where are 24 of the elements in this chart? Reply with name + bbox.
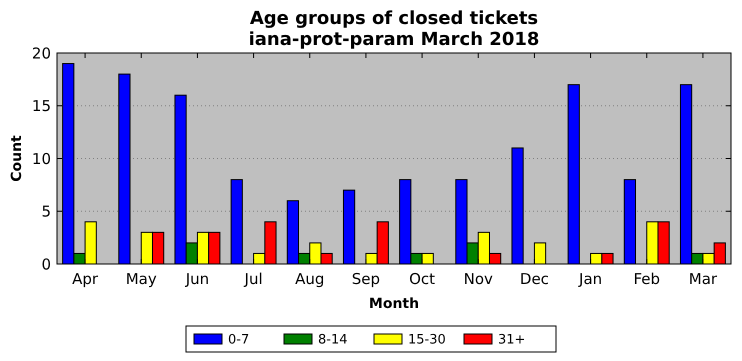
x-tick-label: Jul (244, 270, 263, 288)
x-tick-label: Nov (464, 270, 494, 288)
x-tick-label: Feb (633, 270, 660, 288)
x-tick-label: Jan (578, 270, 602, 288)
legend-label: 31+ (498, 332, 526, 348)
y-tick-label: 20 (32, 44, 51, 62)
y-axis-title: Count (9, 134, 25, 182)
legend-label: 15-30 (408, 332, 446, 348)
y-tick-label: 0 (41, 255, 51, 274)
y-tick-label: 5 (41, 202, 51, 220)
x-tick-label: Apr (72, 270, 99, 288)
x-tick-label: Oct (409, 270, 436, 288)
x-tick-label: Jun (184, 270, 210, 288)
y-tick-label: 15 (32, 97, 51, 115)
legend-label: 8-14 (318, 332, 348, 348)
x-tick-label: Sep (352, 270, 380, 288)
x-tick-label: Dec (520, 270, 549, 288)
x-tick-label: Aug (295, 270, 324, 288)
y-tick-label: 10 (32, 150, 51, 168)
legend-label: 0-7 (228, 332, 250, 348)
x-tick-label: May (126, 270, 157, 288)
chart-title: Age groups of closed tickets iana-prot-param March 2018 (248, 8, 540, 50)
x-tick-label: Mar (688, 270, 718, 288)
x-axis-title: Month (368, 296, 420, 312)
